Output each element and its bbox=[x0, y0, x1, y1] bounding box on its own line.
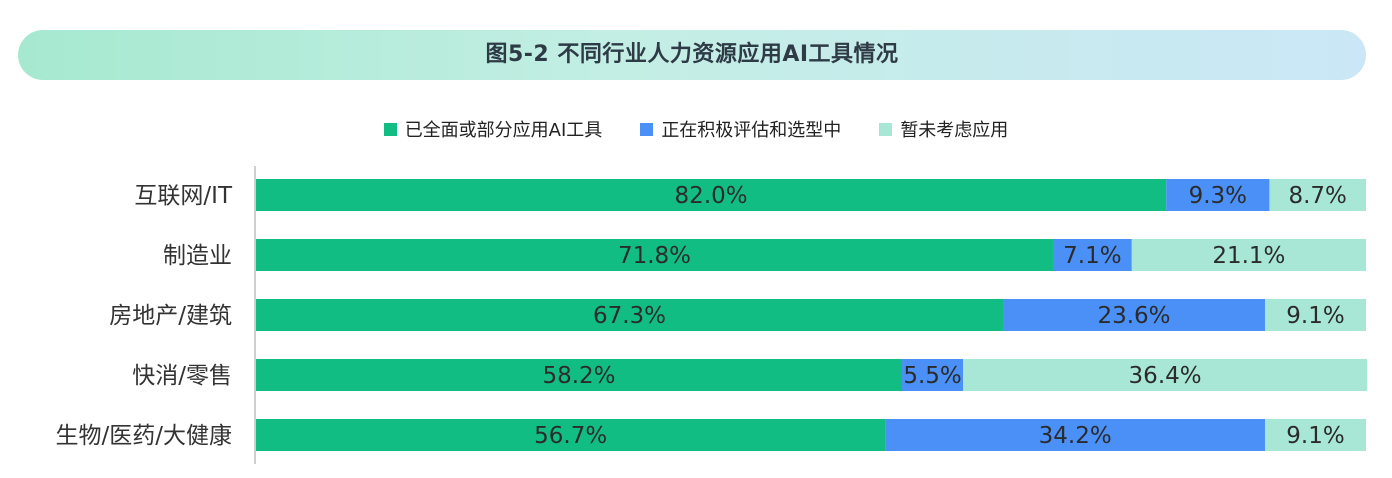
data-label: 56.7% bbox=[534, 423, 607, 449]
bar-segment bbox=[256, 239, 1053, 271]
data-label: 58.2% bbox=[542, 363, 615, 389]
legend-item-evaluating: 正在积极评估和选型中 bbox=[640, 116, 841, 142]
data-label: 9.3% bbox=[1189, 183, 1247, 209]
chart-title: 图5-2 不同行业人力资源应用AI工具情况 bbox=[485, 42, 899, 67]
data-label: 36.4% bbox=[1129, 363, 1202, 389]
bar-segment bbox=[1269, 179, 1366, 211]
title-band: 图5-2 不同行业人力资源应用AI工具情况 bbox=[18, 30, 1366, 80]
data-label: 9.1% bbox=[1286, 423, 1344, 449]
bar-segment bbox=[1264, 299, 1366, 331]
data-label: 71.8% bbox=[618, 243, 691, 269]
data-label: 8.7% bbox=[1288, 183, 1346, 209]
bar-segment bbox=[885, 419, 1265, 451]
category-label: 制造业 bbox=[163, 243, 232, 269]
bar-segment bbox=[1052, 239, 1132, 271]
bar-segment bbox=[963, 359, 1368, 391]
data-label: 23.6% bbox=[1097, 303, 1170, 329]
bar-segment bbox=[256, 359, 903, 391]
legend-label-evaluating: 正在积极评估和选型中 bbox=[661, 120, 842, 141]
bar-segment bbox=[256, 419, 886, 451]
data-label: 82.0% bbox=[675, 183, 748, 209]
category-label: 互联网/IT bbox=[134, 183, 233, 209]
category-label: 生物/医药/大健康 bbox=[56, 423, 233, 449]
legend-swatch-applied bbox=[383, 122, 397, 136]
bar-segment bbox=[1264, 419, 1366, 451]
legend-item-not-considered: 暂未考虑应用 bbox=[879, 116, 1008, 142]
legend-item-applied: 已全面或部分应用AI工具 bbox=[383, 116, 603, 142]
category-label: 快消/零售 bbox=[132, 363, 232, 389]
legend-label-not-considered: 暂未考虑应用 bbox=[900, 120, 1009, 141]
legend-label-applied: 已全面或部分应用AI工具 bbox=[404, 120, 603, 141]
bar-segment bbox=[256, 179, 1167, 211]
data-label: 7.1% bbox=[1063, 243, 1121, 269]
legend: 已全面或部分应用AI工具 正在积极评估和选型中 暂未考虑应用 bbox=[0, 116, 1392, 142]
data-label: 9.1% bbox=[1286, 303, 1344, 329]
data-label: 34.2% bbox=[1039, 423, 1112, 449]
bar-segment bbox=[1166, 179, 1270, 211]
bar-segment bbox=[256, 299, 1004, 331]
data-label: 21.1% bbox=[1212, 243, 1285, 269]
bar-segment bbox=[1003, 299, 1265, 331]
data-label: 5.5% bbox=[903, 363, 961, 389]
category-label: 房地产/建筑 bbox=[109, 303, 232, 329]
bar-segment bbox=[1131, 239, 1366, 271]
bar-segment bbox=[902, 359, 964, 391]
legend-swatch-evaluating bbox=[640, 122, 654, 136]
data-label: 67.3% bbox=[593, 303, 666, 329]
legend-swatch-not-considered bbox=[879, 122, 893, 136]
